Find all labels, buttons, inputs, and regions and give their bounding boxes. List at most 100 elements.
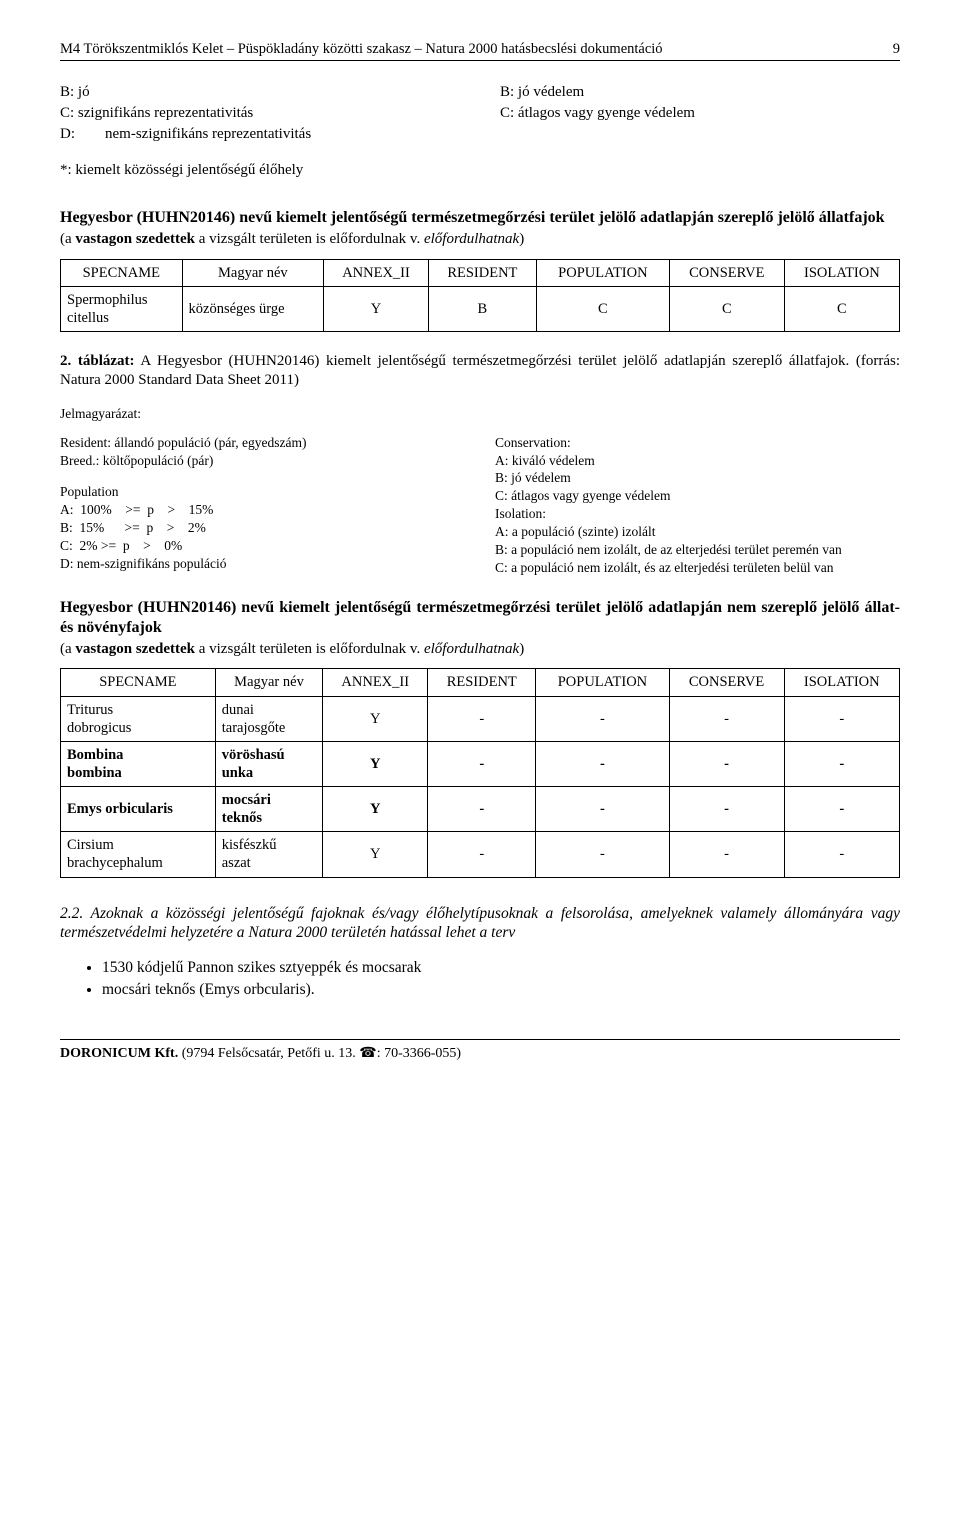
th-conserve: CONSERVE — [669, 669, 784, 696]
legend-lb-l1: A: 100% >= p > 15% — [60, 502, 465, 519]
legend-two-col-top: Resident: állandó populáció (pár, egyeds… — [60, 435, 900, 578]
legend-right: Conservation: A: kiváló védelem B: jó vé… — [495, 435, 900, 578]
footer-company: DORONICUM Kft. — [60, 1046, 178, 1061]
th-specname: SPECNAME — [61, 259, 183, 286]
th-population: POPULATION — [536, 259, 669, 286]
legend-lb-l0: Population — [60, 484, 465, 501]
cell: - — [536, 832, 669, 877]
cell-magyar: közönséges ürge — [182, 287, 324, 332]
th-magyar: Magyar név — [182, 259, 324, 286]
cell: - — [428, 832, 536, 877]
th-conserve: CONSERVE — [669, 259, 784, 286]
legend-rt-l0: Conservation: — [495, 435, 900, 452]
cell: - — [669, 787, 784, 832]
cell: - — [784, 787, 899, 832]
cell-specname: Cirsiumbrachycephalum — [61, 832, 216, 877]
page-header: M4 Törökszentmiklós Kelet – Püspökladány… — [60, 40, 900, 61]
cell: - — [784, 832, 899, 877]
cell-magyar: mocsáriteknős — [215, 787, 323, 832]
species-table-2: SPECNAME Magyar név ANNEX_II RESIDENT PO… — [60, 668, 900, 877]
h2-sub-post: ) — [519, 641, 524, 657]
th-isolation: ISOLATION — [784, 259, 899, 286]
top-left-l2: C: szignifikáns reprezentativitás — [60, 104, 460, 123]
spacer — [60, 470, 465, 484]
h1-sub-italic: előfordulhatnak — [424, 231, 519, 247]
h1-sub-mid: a vizsgált területen is előfordulnak v. — [195, 231, 424, 247]
cell-specname: Spermophiluscitellus — [61, 287, 183, 332]
table-1-caption: 2. táblázat: A Hegyesbor (HUHN20146) kie… — [60, 352, 900, 390]
cell: - — [428, 787, 536, 832]
footer-phone: : 70-3366-055) — [377, 1046, 461, 1061]
cell-specname: Emys orbicularis — [61, 787, 216, 832]
top-two-col: B: jó C: szignifikáns reprezentativitás … — [60, 83, 900, 145]
h1-sub-bold: vastagon szedettek — [75, 231, 195, 247]
cell: B — [428, 287, 536, 332]
top-right-l2: C: átlagos vagy gyenge védelem — [500, 104, 900, 123]
legend-rt-l1: A: kiváló védelem — [495, 453, 900, 470]
legend-rb-l1: A: a populáció (szinte) izolált — [495, 524, 900, 541]
legend-title: Jelmagyarázat: — [60, 406, 900, 423]
th-annex: ANNEX_II — [324, 259, 429, 286]
bullet-2: mocsári teknős (Emys orbcularis). — [102, 980, 900, 999]
legend-lt-l2: Breed.: költőpopuláció (pár) — [60, 453, 465, 470]
cell: Y — [323, 696, 428, 741]
para-2-2: 2.2. Azoknak a közösségi jelentőségű faj… — [60, 904, 900, 943]
cell: - — [784, 741, 899, 786]
th-annex: ANNEX_II — [323, 669, 428, 696]
legend-lt-l1: Resident: állandó populáció (pár, egyeds… — [60, 435, 465, 452]
cell: C — [784, 287, 899, 332]
heading-1: Hegyesbor (HUHN20146) nevű kiemelt jelen… — [60, 208, 900, 228]
cell: - — [428, 696, 536, 741]
caption1-bold: 2. táblázat: — [60, 353, 135, 369]
heading-2-sub: (a vastagon szedettek a vizsgált terület… — [60, 640, 900, 659]
bullet-1: 1530 kódjelű Pannon szikes sztyeppék és … — [102, 958, 900, 977]
h2-sub-bold: vastagon szedettek — [75, 641, 195, 657]
legend-lb-l4: D: nem-szignifikáns populáció — [60, 556, 465, 573]
table-row: Emys orbicularismocsáriteknősY---- — [61, 787, 900, 832]
h2-sub-italic: előfordulhatnak — [424, 641, 519, 657]
cell: - — [784, 696, 899, 741]
table-row: TriturusdobrogicusdunaitarajosgőteY---- — [61, 696, 900, 741]
top-left-l3: D: nem-szignifikáns reprezentativitás — [60, 125, 460, 144]
th-population: POPULATION — [536, 669, 669, 696]
legend-rt-l2: B: jó védelem — [495, 470, 900, 487]
heading-2: Hegyesbor (HUHN20146) nevű kiemelt jelen… — [60, 598, 900, 638]
star-note: *: kiemelt közösségi jelentőségű élőhely — [60, 161, 900, 180]
bullet-list: 1530 kódjelű Pannon szikes sztyeppék és … — [60, 958, 900, 999]
cell: - — [536, 787, 669, 832]
legend-rb-l3: C: a populáció nem izolált, és az elterj… — [495, 560, 900, 577]
th-resident: RESIDENT — [428, 259, 536, 286]
cell: - — [428, 741, 536, 786]
table-row: BombinabombinavöröshasúunkaY---- — [61, 741, 900, 786]
footer-address: (9794 Felsőcsatár, Petőfi u. 13. — [178, 1046, 359, 1061]
top-left-l1: B: jó — [60, 83, 460, 102]
table-header-row: SPECNAME Magyar név ANNEX_II RESIDENT PO… — [61, 669, 900, 696]
top-right-col: B: jó védelem C: átlagos vagy gyenge véd… — [500, 83, 900, 145]
h2-sub-mid: a vizsgált területen is előfordulnak v. — [195, 641, 424, 657]
h1-sub-post: ) — [519, 231, 524, 247]
legend-rb-l2: B: a populáció nem izolált, de az elterj… — [495, 542, 900, 559]
cell-specname: Bombinabombina — [61, 741, 216, 786]
th-resident: RESIDENT — [428, 669, 536, 696]
page-footer: DORONICUM Kft. (9794 Felsőcsatár, Petőfi… — [60, 1039, 900, 1063]
table-header-row: SPECNAME Magyar név ANNEX_II RESIDENT PO… — [61, 259, 900, 286]
cell: Y — [324, 287, 429, 332]
cell-magyar: kisfészkűaszat — [215, 832, 323, 877]
species-table-1: SPECNAME Magyar név ANNEX_II RESIDENT PO… — [60, 259, 900, 332]
cell-specname: Triturusdobrogicus — [61, 696, 216, 741]
cell: - — [536, 741, 669, 786]
top-right-l1: B: jó védelem — [500, 83, 900, 102]
h1-sub-pre: (a — [60, 231, 75, 247]
th-isolation: ISOLATION — [784, 669, 899, 696]
cell: C — [669, 287, 784, 332]
legend-rt-l3: C: átlagos vagy gyenge védelem — [495, 488, 900, 505]
table-row: Spermophiluscitellusközönséges ürgeYBCCC — [61, 287, 900, 332]
cell: - — [536, 696, 669, 741]
table-row: CirsiumbrachycephalumkisfészkűaszatY---- — [61, 832, 900, 877]
legend-rb-l0: Isolation: — [495, 506, 900, 523]
phone-icon: ☎ — [359, 1044, 376, 1060]
cell-magyar: vöröshasúunka — [215, 741, 323, 786]
caption1-rest: A Hegyesbor (HUHN20146) kiemelt jelentős… — [60, 353, 900, 388]
cell: - — [669, 832, 784, 877]
cell: Y — [323, 832, 428, 877]
